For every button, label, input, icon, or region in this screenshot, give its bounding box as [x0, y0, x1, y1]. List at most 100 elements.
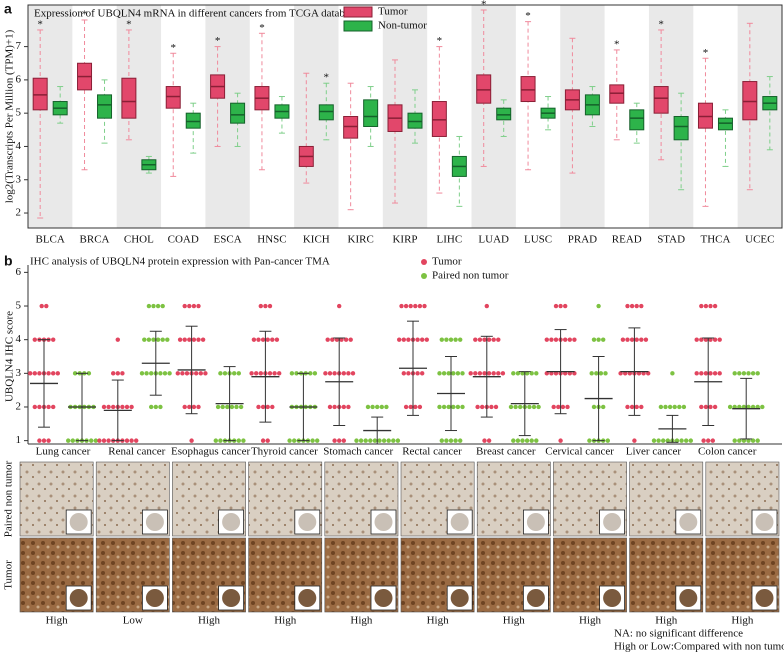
significance-star: *	[658, 18, 664, 30]
dot	[381, 438, 387, 443]
dot	[703, 337, 709, 342]
dot-group	[101, 404, 134, 410]
dot	[106, 404, 111, 410]
grade-label: High	[46, 615, 69, 627]
inset-core	[755, 589, 774, 607]
dot	[155, 303, 161, 309]
dot	[129, 404, 134, 410]
dot	[520, 371, 525, 376]
dot	[129, 438, 134, 443]
dot	[667, 404, 673, 410]
dot	[520, 438, 525, 443]
dot	[330, 337, 335, 342]
dot	[384, 404, 389, 410]
dot-group	[332, 438, 346, 443]
dot	[755, 371, 760, 376]
dot	[482, 337, 487, 342]
dot	[496, 371, 501, 376]
dot-group	[218, 371, 241, 376]
dot	[149, 404, 154, 410]
dot	[444, 337, 449, 342]
dot-group	[732, 438, 760, 443]
dot	[70, 438, 76, 443]
dot-group	[325, 337, 353, 342]
inset-core	[145, 513, 164, 531]
dot	[289, 371, 295, 376]
dot	[415, 337, 420, 342]
significance-star: *	[437, 35, 443, 47]
band-shade	[560, 5, 605, 228]
dot	[397, 337, 402, 342]
dot-group	[111, 371, 125, 376]
x-tick-label: LIHC	[437, 234, 463, 246]
dot	[191, 337, 197, 342]
dot	[703, 303, 709, 309]
dot	[346, 404, 351, 410]
dot	[395, 438, 401, 443]
dot	[155, 337, 161, 342]
dot-group	[701, 438, 715, 443]
dot	[634, 337, 639, 342]
dot	[343, 337, 349, 342]
dot	[403, 303, 409, 309]
dot	[750, 438, 756, 443]
dot-group	[146, 303, 165, 309]
dot	[534, 371, 539, 376]
dot	[446, 371, 451, 376]
dot	[327, 404, 333, 410]
dot	[180, 371, 185, 376]
dot	[222, 371, 228, 376]
dot	[665, 438, 670, 443]
dot	[287, 438, 292, 443]
x-tick-label: READ	[612, 234, 642, 246]
dot	[717, 337, 722, 342]
inset-core	[526, 513, 545, 531]
dot	[37, 404, 42, 410]
dot	[167, 371, 172, 376]
dot	[694, 337, 699, 342]
grade-label: High	[274, 615, 297, 627]
dot-group	[732, 371, 760, 376]
panel-label: a	[4, 1, 12, 17]
dot	[258, 371, 263, 376]
grade-label: High	[427, 615, 450, 627]
dot	[312, 371, 318, 376]
inset-core	[374, 589, 393, 607]
x-tick-label: Cervical cancer	[545, 446, 614, 458]
dot	[551, 404, 556, 410]
dot	[451, 404, 456, 410]
dot-group	[149, 404, 163, 410]
x-tick-label: LUSC	[524, 234, 552, 246]
y-axis-label: UBQLN4 IHC score	[4, 311, 16, 402]
x-tick-label: Esophagus cancer	[171, 446, 250, 458]
dot	[182, 404, 187, 410]
dot-group	[544, 337, 577, 342]
dot	[332, 404, 337, 410]
dot	[708, 337, 713, 342]
dot	[341, 438, 346, 443]
x-tick-label: THCA	[700, 234, 730, 246]
y-tick-label: 2	[16, 207, 22, 219]
dot	[315, 438, 320, 443]
dot	[144, 371, 149, 376]
dot	[256, 404, 261, 410]
y-axis-label: log2(Transcripts Per Million (TPM)+1)	[4, 29, 16, 203]
box	[717, 117, 733, 131]
dot	[455, 404, 461, 410]
dot	[556, 404, 561, 410]
dot	[399, 303, 404, 309]
dot	[417, 404, 423, 410]
panel-label: b	[4, 253, 13, 269]
inset-core	[679, 589, 698, 607]
box	[476, 74, 492, 104]
inset-core	[603, 589, 622, 607]
x-tick-label: PRAD	[568, 234, 597, 246]
box	[520, 76, 536, 103]
legend-swatch	[343, 6, 373, 18]
dot	[601, 337, 606, 342]
dot	[350, 371, 356, 376]
box	[407, 112, 423, 129]
dot	[413, 303, 418, 309]
dot	[417, 303, 423, 309]
dot	[234, 404, 239, 410]
